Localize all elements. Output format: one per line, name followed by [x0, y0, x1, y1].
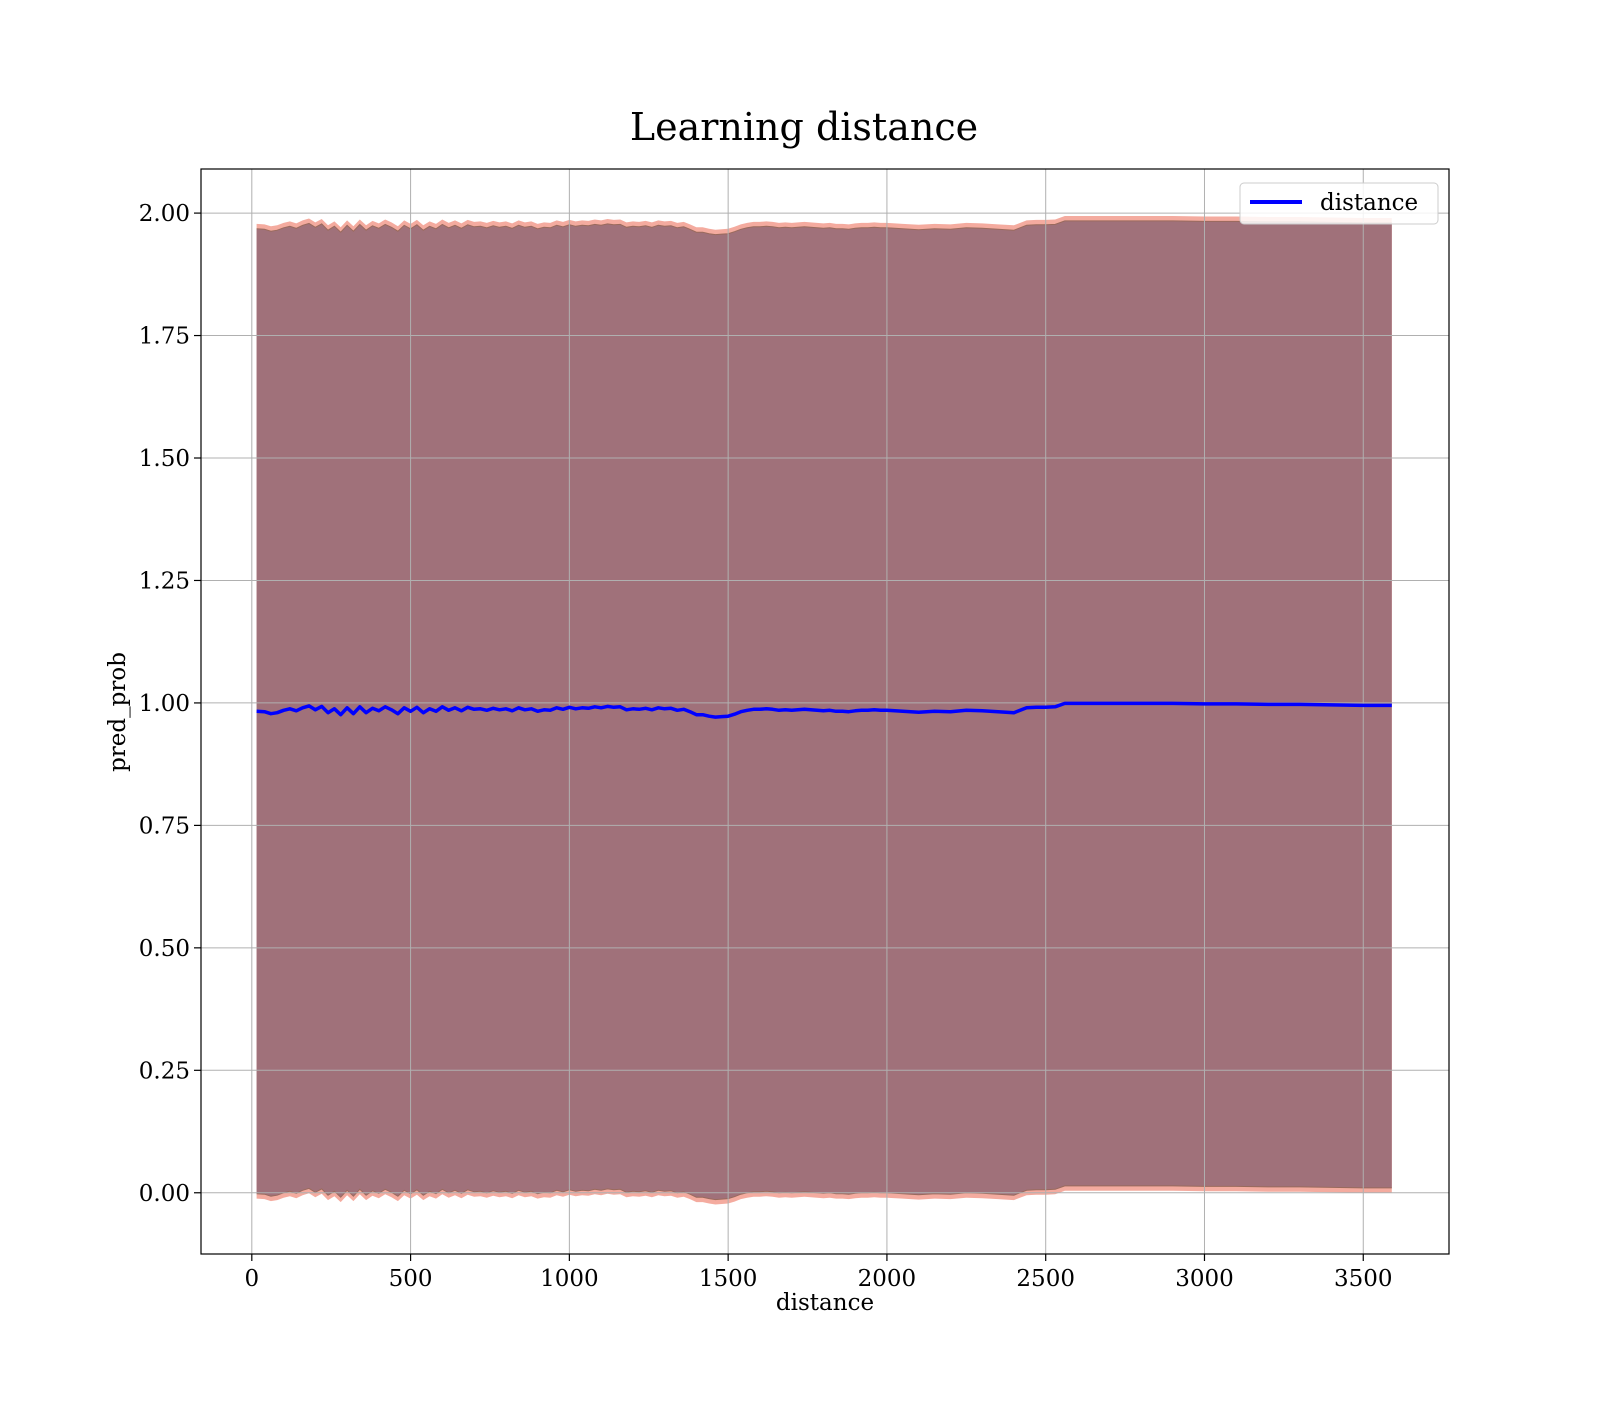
chart-title: Learning distance: [630, 105, 978, 149]
y-axis-ticks: 0.00 0.25 0.50 0.75 1.00 1.25 1.50 1.75 2.00: [139, 201, 201, 1207]
band-lower-line: [256, 1185, 1392, 1201]
x-tick-label: 2500: [1016, 1266, 1075, 1292]
x-tick-label: 500: [389, 1266, 433, 1292]
series-line-layer: [256, 701, 1392, 719]
legend-box: [1239, 182, 1439, 225]
series-line-distance: [256, 701, 1392, 719]
y-axis-label: pred_prob: [105, 652, 131, 772]
y-tick-label: 2.00: [139, 201, 190, 227]
y-tick-label: 1.75: [139, 324, 190, 350]
y-tick-label: 1.00: [139, 691, 190, 717]
band-upper-line: [256, 220, 1392, 236]
grid-layer: [201, 169, 1449, 1254]
y-tick-label: 0.00: [139, 1181, 190, 1207]
x-tick-label: 0: [244, 1266, 259, 1292]
y-tick-label: 0.25: [139, 1058, 190, 1084]
y-tick-label: 1.25: [139, 568, 190, 594]
x-axis-label: distance: [776, 1290, 874, 1316]
y-tick-label: 0.75: [139, 813, 190, 839]
y-tick-label: 0.50: [139, 936, 190, 962]
x-axis-ticks: 0 500 1000 1500 2000 2500 3000 3500: [244, 1254, 1393, 1292]
x-tick-label: 2000: [858, 1266, 917, 1292]
y-tick-label: 1.50: [139, 446, 190, 472]
x-tick-label: 3500: [1334, 1266, 1393, 1292]
plot-frame: [200, 168, 1450, 1255]
x-tick-label: 3000: [1175, 1266, 1234, 1292]
legend: distance: [1239, 182, 1439, 225]
x-tick-label: 1000: [540, 1266, 599, 1292]
legend-label-distance: distance: [1320, 190, 1418, 216]
x-tick-label: 1500: [699, 1266, 758, 1292]
